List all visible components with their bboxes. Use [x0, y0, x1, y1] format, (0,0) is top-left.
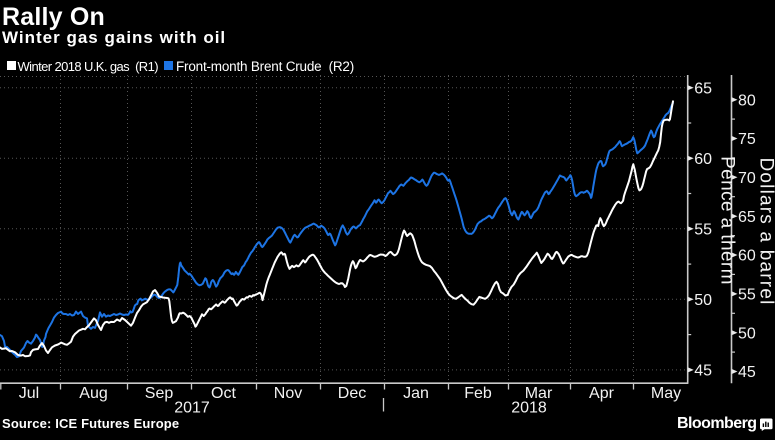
svg-text:May: May [651, 385, 681, 402]
svg-text:45: 45 [694, 363, 712, 380]
svg-text:Oct: Oct [211, 385, 236, 402]
svg-text:80: 80 [738, 92, 756, 109]
svg-text:60: 60 [694, 151, 712, 168]
svg-text:55: 55 [694, 221, 712, 238]
svg-text:Dollars a barrel: Dollars a barrel [756, 157, 775, 305]
svg-text:50: 50 [738, 325, 756, 342]
svg-text:65: 65 [738, 209, 756, 226]
svg-text:Aug: Aug [79, 385, 107, 402]
svg-text:65: 65 [694, 80, 712, 97]
svg-text:Jan: Jan [403, 385, 429, 402]
svg-text:60: 60 [738, 248, 756, 265]
svg-text:Jul: Jul [19, 385, 39, 402]
svg-text:Pence a therm: Pence a therm [717, 156, 738, 285]
svg-text:55: 55 [738, 287, 756, 304]
svg-text:2018: 2018 [511, 400, 547, 417]
svg-text:45: 45 [738, 364, 756, 381]
svg-text:Sep: Sep [145, 385, 174, 402]
svg-text:75: 75 [738, 131, 756, 148]
svg-text:Feb: Feb [464, 385, 492, 402]
svg-text:2017: 2017 [174, 400, 210, 417]
svg-text:Apr: Apr [589, 385, 615, 402]
svg-text:50: 50 [694, 292, 712, 309]
svg-text:70: 70 [738, 170, 756, 187]
svg-text:Dec: Dec [338, 385, 366, 402]
svg-text:Nov: Nov [274, 385, 302, 402]
